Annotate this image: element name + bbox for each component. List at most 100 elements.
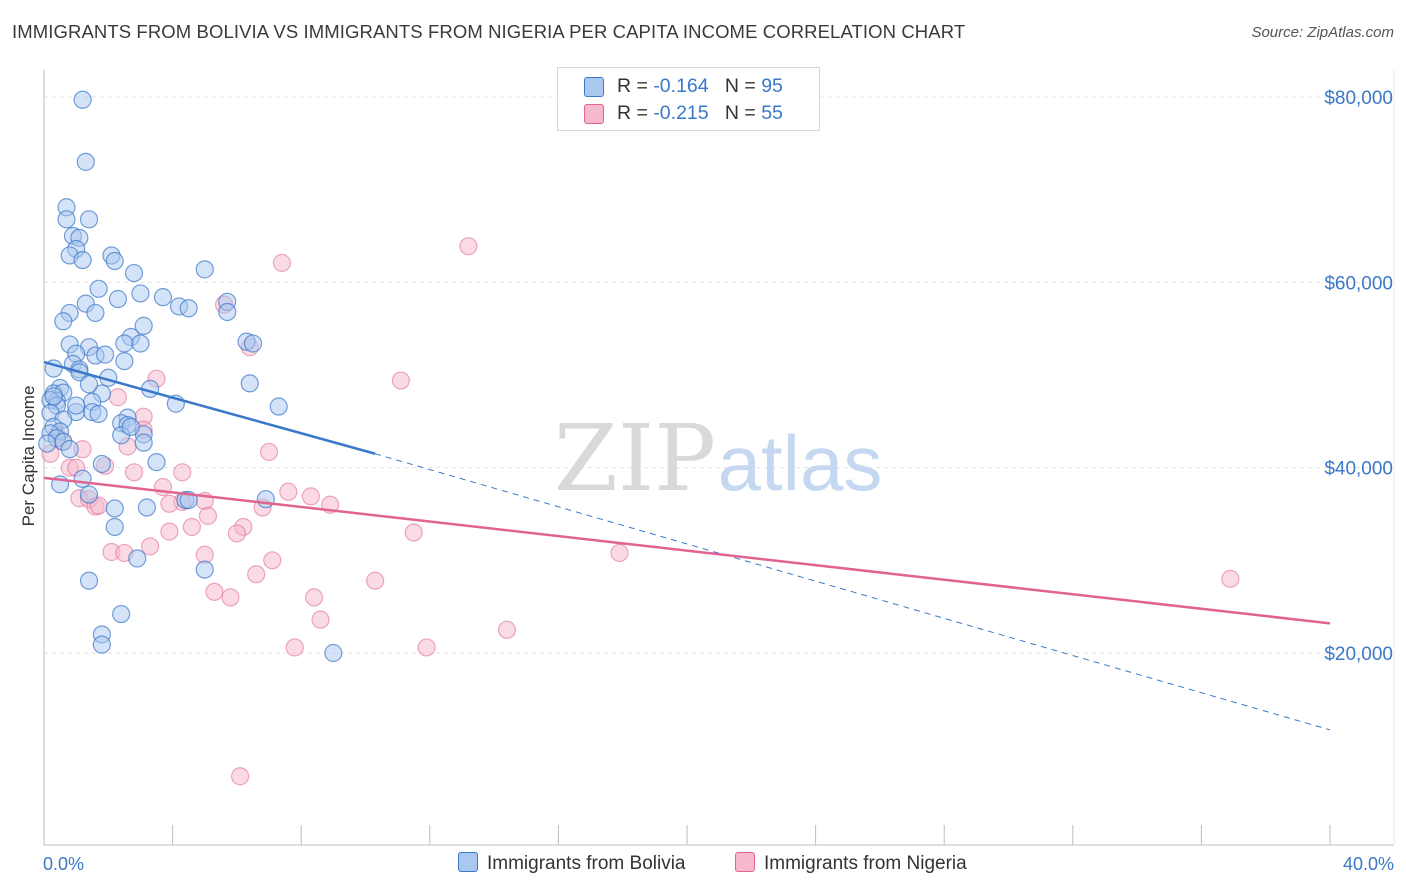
nigeria-point	[231, 767, 250, 786]
bolivia-point	[76, 152, 95, 171]
bolivia-point	[195, 560, 214, 579]
bolivia-point	[105, 499, 124, 518]
bolivia-point	[79, 375, 99, 394]
bolivia-point	[44, 387, 63, 406]
bolivia-point	[105, 517, 124, 537]
nigeria-point	[140, 537, 160, 556]
bolivia-point	[67, 396, 86, 415]
watermark-atlas: atlas	[718, 419, 883, 507]
legend-r-label: R =	[617, 75, 654, 97]
nigeria-points	[41, 237, 1240, 786]
nigeria-point	[404, 523, 423, 542]
legend-n-label: N =	[724, 102, 762, 124]
nigeria-point	[160, 494, 179, 513]
bolivia-point	[324, 643, 343, 663]
chart-title: IMMIGRANTS FROM BOLIVIA VS IMMIGRANTS FR…	[12, 21, 966, 42]
bolivia-point	[89, 279, 108, 298]
nigeria-point	[417, 638, 436, 657]
bolivia-point	[86, 303, 105, 323]
y-axis-label: Per Capita Income	[19, 386, 38, 527]
nigeria-point	[304, 588, 324, 607]
bolivia-point	[218, 302, 237, 322]
y-tick-label: $40,000	[1324, 459, 1393, 480]
bolivia-swatch	[584, 77, 604, 97]
x-tick-label-min: 0.0%	[43, 854, 84, 874]
nigeria-point	[198, 506, 218, 525]
legend-n-value-bolivia: 95	[761, 75, 783, 97]
nigeria-point	[182, 517, 201, 537]
y-tick-labels: $20,000 $40,000 $60,000 $80,000	[1324, 88, 1393, 665]
legend-r-value-nigeria: -0.215	[653, 102, 709, 124]
bolivia-point	[95, 345, 115, 364]
legend-r-value-bolivia: -0.164	[653, 75, 709, 97]
bolivia-point	[134, 316, 153, 335]
bolivia-point	[54, 312, 73, 331]
legend-r-label: R =	[617, 102, 654, 124]
y-tick-label: $20,000	[1324, 644, 1393, 665]
x-tick-label-max: 40.0%	[1343, 854, 1394, 874]
bolivia-point	[112, 604, 131, 624]
nigeria-point	[247, 565, 266, 584]
nigeria-point	[285, 638, 304, 657]
series-legend-bolivia[interactable]: Immigrants from Bolivia	[458, 852, 686, 876]
bolivia-trend-extension	[375, 453, 1331, 731]
bolivia-point	[137, 498, 156, 517]
nigeria-point	[301, 487, 320, 506]
nigeria-point	[160, 522, 179, 541]
bolivia-legend-swatch	[458, 852, 478, 872]
bolivia-point	[134, 433, 153, 452]
bolivia-point	[195, 260, 214, 279]
bolivia-point	[105, 251, 124, 271]
nigeria-point	[227, 524, 246, 543]
nigeria-point	[173, 463, 192, 482]
nigeria-legend-swatch	[735, 852, 755, 872]
bolivia-point	[256, 490, 275, 509]
correlation-legend: R = -0.164 N = 95 R = -0.215 N = 55	[557, 67, 820, 131]
nigeria-swatch	[584, 104, 604, 124]
nigeria-point	[311, 610, 330, 629]
bolivia-point	[240, 374, 259, 393]
series-legend-nigeria[interactable]: Immigrants from Nigeria	[735, 852, 967, 876]
bolivia-point	[131, 334, 150, 353]
bolivia-point	[79, 485, 99, 504]
nigeria-point	[279, 482, 298, 501]
bolivia-point	[79, 210, 99, 229]
bolivia-point	[57, 210, 76, 229]
nigeria-point	[124, 463, 144, 482]
trend-lines	[43, 360, 1331, 731]
bolivia-point	[89, 404, 108, 424]
watermark: ZIP atlas	[554, 405, 882, 512]
nigeria-point	[259, 442, 279, 462]
bolivia-point	[131, 284, 150, 303]
bolivia-point	[73, 469, 92, 488]
nigeria-point	[263, 551, 282, 570]
bolivia-points	[38, 90, 343, 663]
bolivia-point	[92, 454, 111, 474]
bolivia-point	[73, 90, 92, 109]
y-tick-label: $60,000	[1324, 273, 1393, 294]
nigeria-point	[272, 253, 292, 272]
bolivia-point	[115, 352, 134, 371]
nigeria-legend-label: Immigrants from Nigeria	[764, 853, 967, 874]
bolivia-point	[73, 250, 92, 270]
bolivia-point	[269, 397, 288, 416]
nigeria-trend-line	[43, 476, 1331, 625]
nigeria-point	[610, 543, 629, 563]
bolivia-trend-line	[43, 360, 376, 455]
legend-n-value-nigeria: 55	[761, 102, 783, 124]
bolivia-point	[124, 263, 144, 283]
watermark-zip: ZIP	[554, 405, 716, 512]
y-tick-label: $80,000	[1324, 88, 1393, 109]
nigeria-point	[108, 388, 128, 407]
bolivia-point	[38, 434, 57, 453]
bolivia-point	[79, 571, 99, 590]
bolivia-point	[128, 549, 147, 568]
bolivia-point	[179, 299, 198, 318]
bolivia-point	[115, 334, 134, 353]
nigeria-point	[366, 571, 385, 590]
bolivia-legend-label: Immigrants from Bolivia	[487, 853, 686, 874]
bolivia-point	[92, 635, 111, 654]
bolivia-point	[108, 289, 128, 309]
nigeria-point	[391, 371, 410, 390]
nigeria-point	[497, 620, 517, 639]
